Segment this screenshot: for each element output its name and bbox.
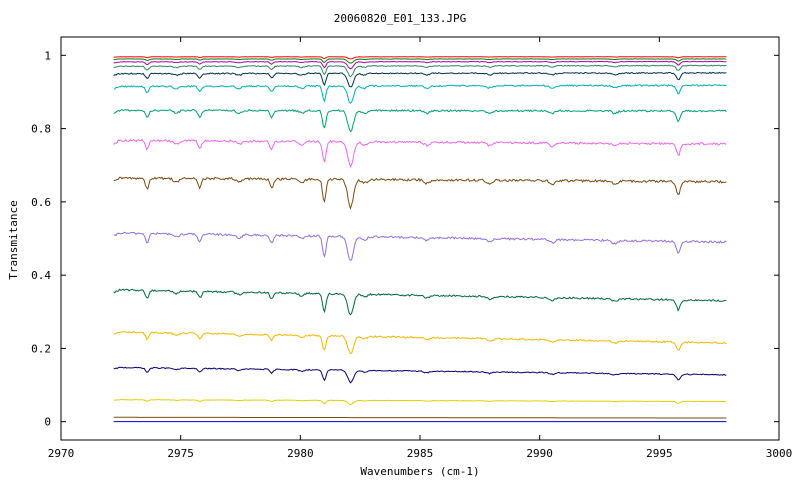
y-tick-label: 0.6 (31, 196, 51, 209)
x-tick-label: 2970 (48, 447, 75, 460)
y-tick-label: 0.4 (31, 269, 51, 282)
series-line (113, 56, 727, 60)
series-line (113, 366, 727, 384)
series-line (113, 416, 727, 419)
series-line (113, 399, 727, 406)
series-line (113, 331, 727, 355)
series-line (113, 231, 727, 261)
series-line (113, 84, 727, 104)
x-tick-label: 2980 (287, 447, 314, 460)
x-tick-label: 2990 (526, 447, 553, 460)
series-line (113, 138, 727, 168)
x-tick-label: 3000 (766, 447, 793, 460)
y-tick-label: 1 (44, 49, 51, 62)
series-line (113, 64, 727, 78)
x-tick-label: 2975 (167, 447, 194, 460)
x-axis-ticks: 2970 2975 2980 2985 2990 2995 3000 (48, 37, 793, 460)
series-line (113, 108, 727, 133)
x-tick-label: 2995 (646, 447, 673, 460)
chart-title: 20060820_E01_133.JPG (334, 12, 466, 25)
series-line (113, 58, 727, 64)
y-axis-ticks: 0 0.2 0.4 0.6 0.8 1 (31, 49, 779, 429)
x-axis-label: Wavenumbers (cm-1) (360, 465, 479, 478)
y-axis-label: Transmitance (7, 200, 20, 279)
x-tick-label: 2985 (407, 447, 434, 460)
series-layer (113, 56, 727, 423)
y-tick-label: 0.2 (31, 342, 51, 355)
y-tick-label: 0 (44, 416, 51, 429)
series-line (113, 71, 727, 88)
series-line (113, 176, 727, 210)
y-tick-label: 0.8 (31, 123, 51, 136)
series-line (113, 288, 727, 316)
series-line (113, 60, 727, 70)
